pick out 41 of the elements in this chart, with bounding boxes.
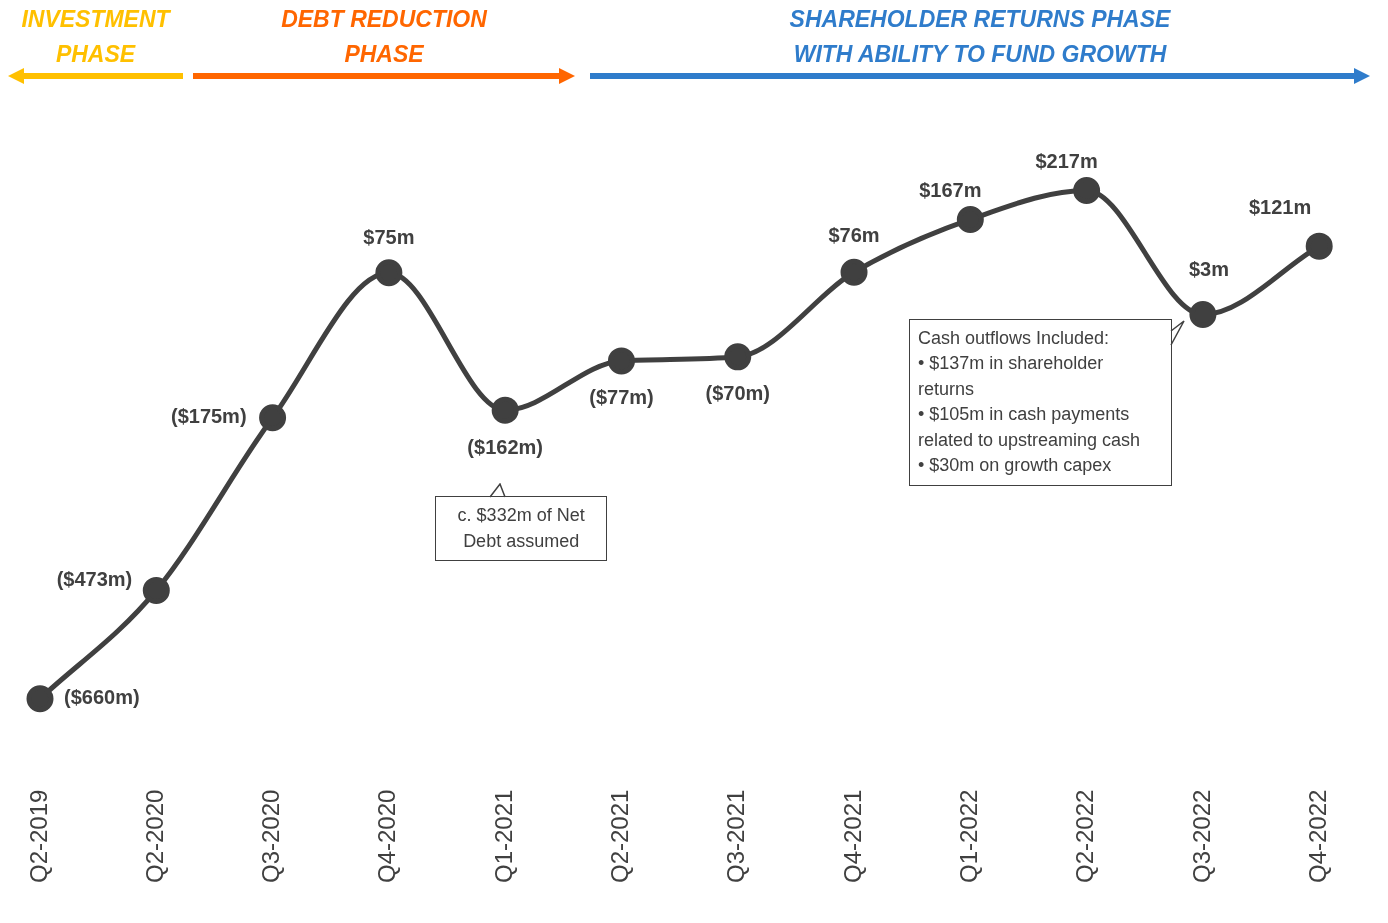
x-tick-label: Q1-2022: [954, 789, 982, 884]
data-label: ($175m): [170, 405, 247, 428]
x-tick-label: Q4-2020: [373, 789, 401, 884]
data-label: ($660m): [64, 686, 140, 709]
point: [1305, 232, 1333, 260]
x-tick-label: Q1-2021: [489, 789, 517, 884]
point: [840, 258, 868, 286]
data-label: $75m: [363, 226, 415, 249]
annotation: c. $332m of Net Debt assumed: [435, 496, 608, 562]
text: DEBT REDUCTION PHASE: [280, 5, 489, 69]
data-label: ($162m): [467, 435, 543, 458]
x-tick-label: Q2-2019: [24, 789, 52, 884]
data-label: $3m: [1188, 258, 1229, 281]
data-label: $76m: [828, 223, 880, 246]
point: [1189, 301, 1217, 329]
data-label: ($77m): [589, 386, 654, 409]
point: [375, 259, 403, 287]
data-label: $121m: [1248, 195, 1312, 218]
x-tick-label: Q2-2021: [606, 789, 634, 884]
point: [724, 343, 752, 371]
point: [26, 685, 54, 713]
data-label: ($473m): [56, 567, 133, 590]
point: [259, 404, 287, 432]
point: [607, 347, 635, 375]
point: [1073, 177, 1101, 204]
x-tick-label: Q2-2022: [1071, 789, 1099, 884]
x-tick-label: Q3-2020: [257, 789, 285, 884]
text: INVESTMENT PHASE: [20, 5, 172, 69]
point: [491, 396, 519, 424]
x-tick-label: Q2-2020: [140, 789, 168, 884]
data-label: ($70m): [705, 382, 770, 405]
x-tick-label: Q3-2022: [1187, 789, 1215, 884]
x-tick-label: Q4-2022: [1303, 789, 1331, 884]
data-label: $217m: [1035, 150, 1098, 173]
text: SHAREHOLDER RETURNS PHASE WITH ABILITY TO FUND GROWTH: [788, 5, 1172, 69]
annotation: Cash outflows Included: • $137m in shareholder returns • $105m in cash payments related to upstreaming cash • $30m on growth capex: [908, 318, 1172, 486]
point: [956, 205, 984, 233]
point: [142, 576, 170, 604]
x-tick-label: Q3-2021: [722, 789, 750, 884]
x-tick-label: Q4-2021: [838, 789, 866, 884]
data-label: $167m: [919, 178, 982, 201]
